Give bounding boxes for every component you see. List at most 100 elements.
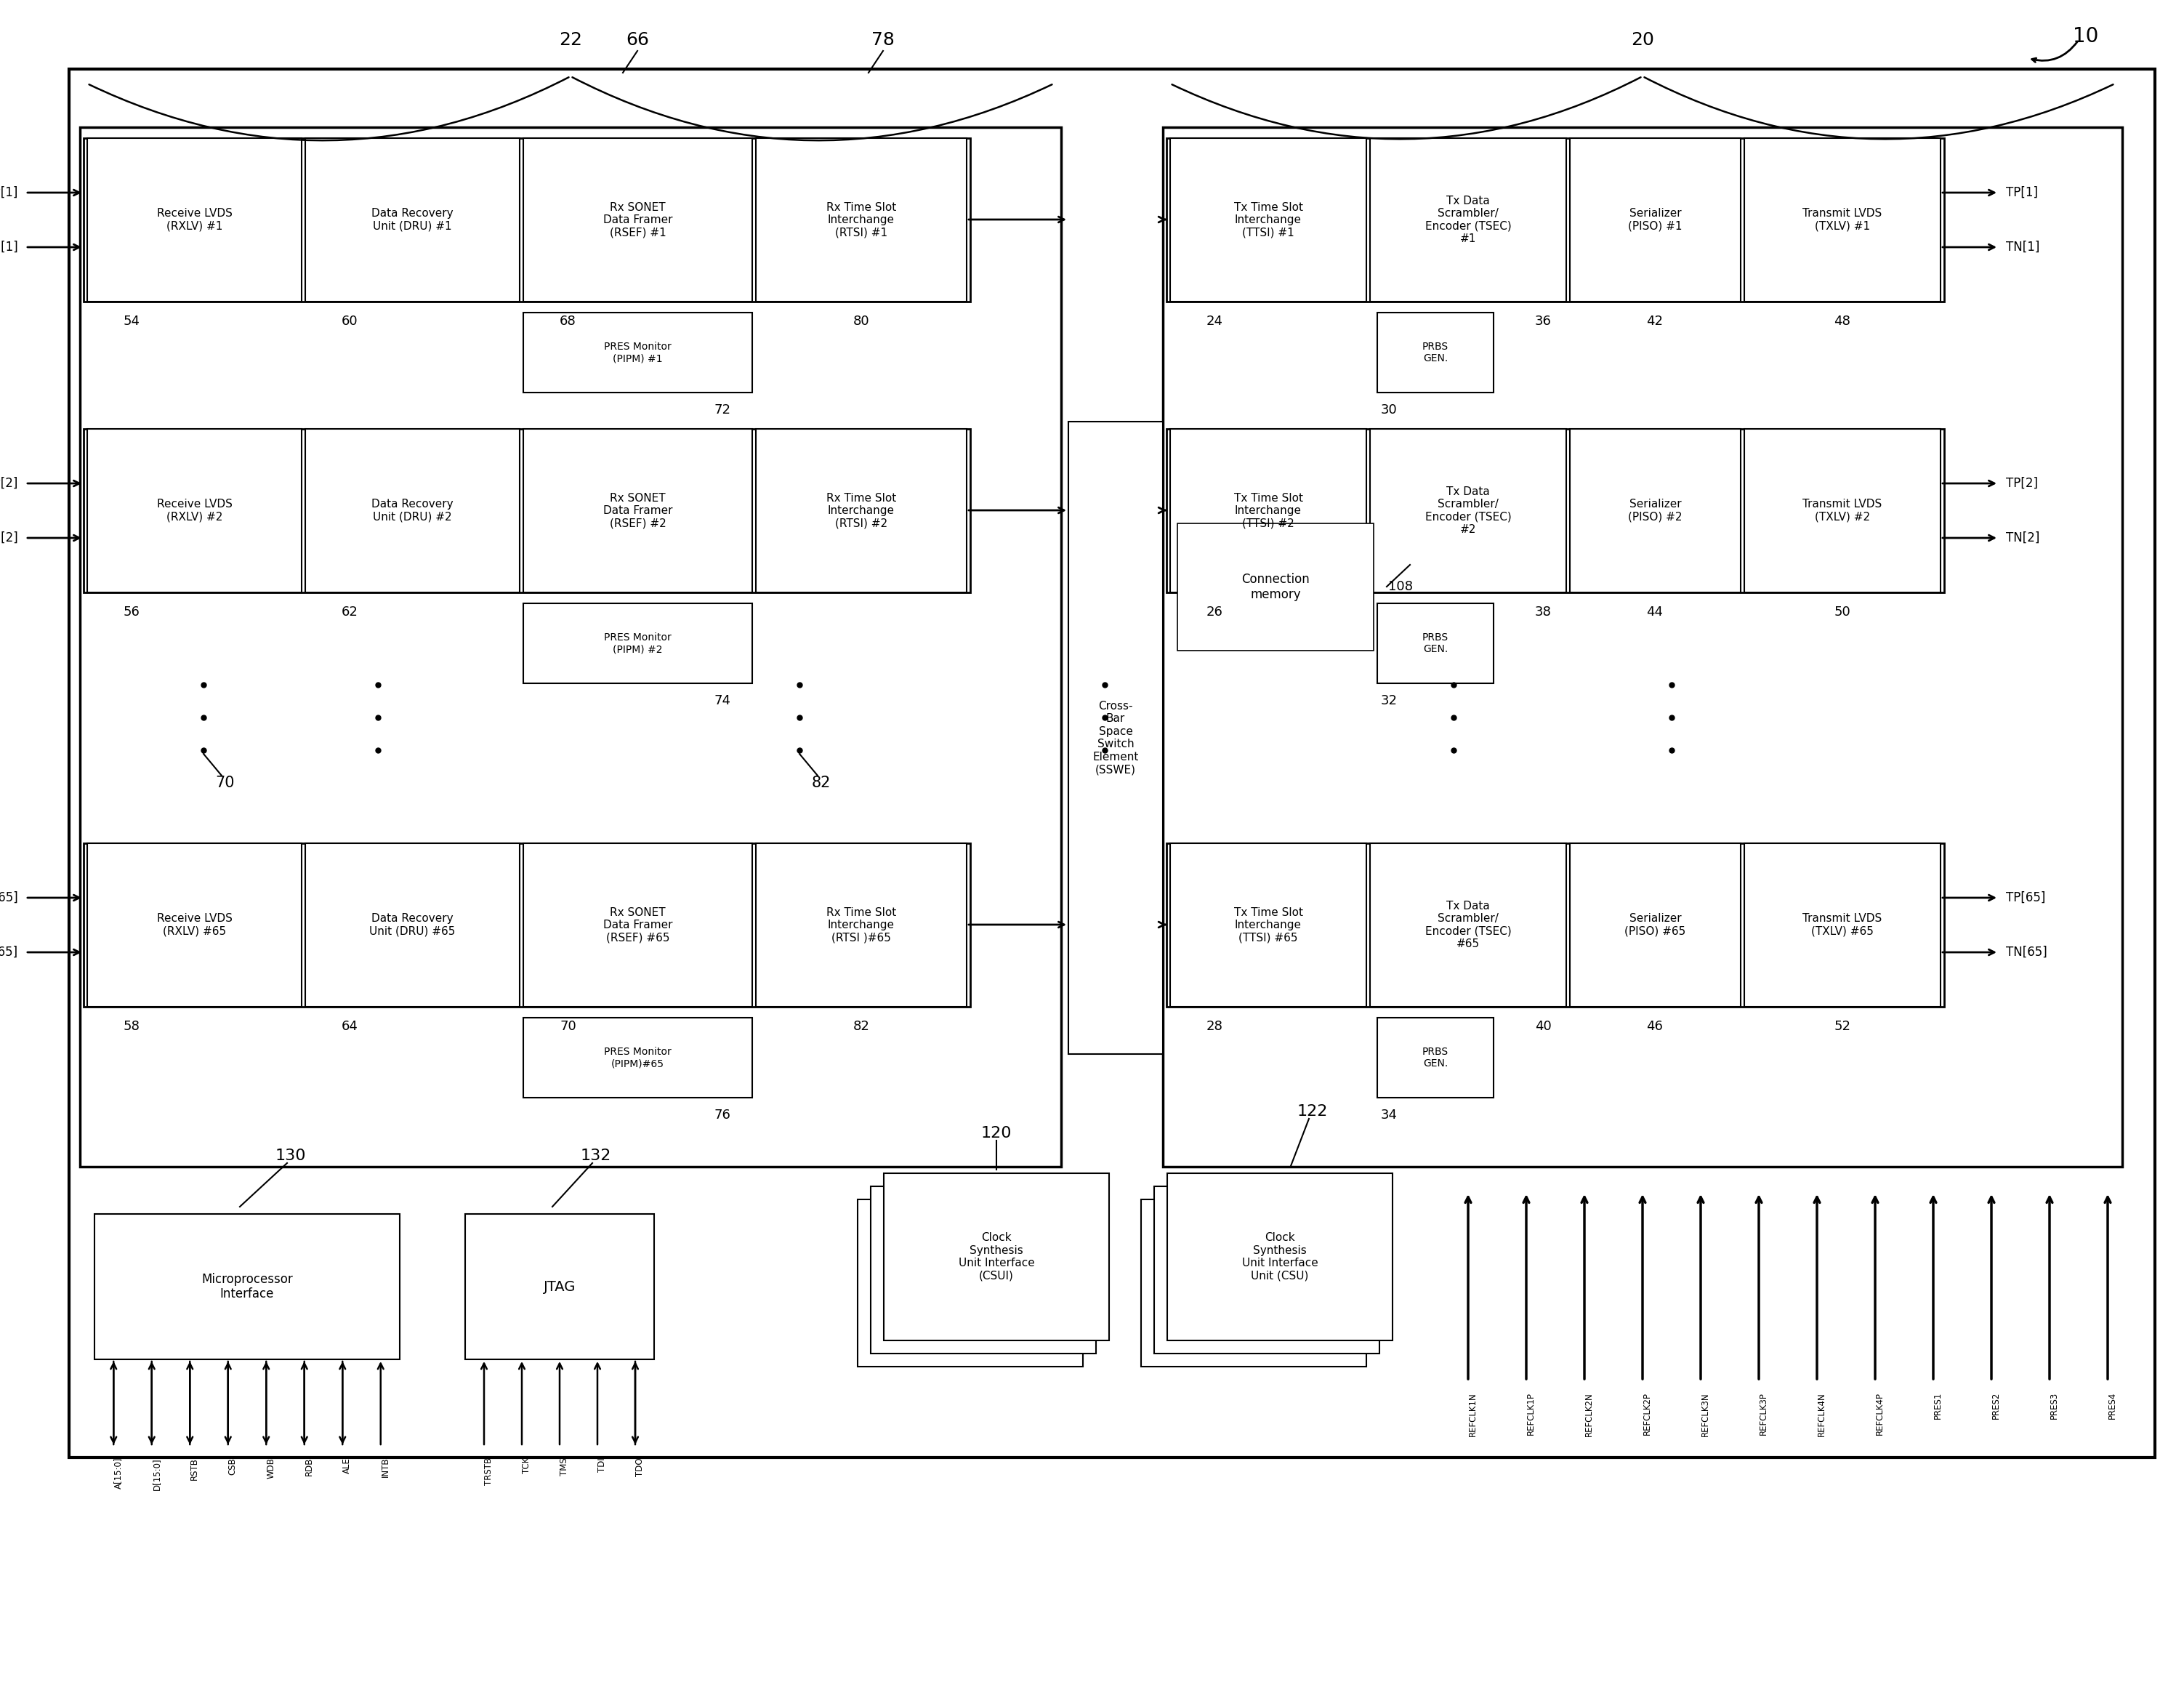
Text: 108: 108 <box>1389 580 1413 594</box>
FancyBboxPatch shape <box>756 844 968 1007</box>
Text: REFCLK1N: REFCLK1N <box>1468 1391 1479 1436</box>
Text: PRES1: PRES1 <box>1933 1391 1944 1419</box>
Text: REFCLK4P: REFCLK4P <box>1876 1391 1885 1436</box>
FancyBboxPatch shape <box>1166 1174 1393 1340</box>
Text: Serializer
(PISO) #65: Serializer (PISO) #65 <box>1625 913 1686 937</box>
Text: 24: 24 <box>1206 315 1223 328</box>
Text: REFCLK3P: REFCLK3P <box>1758 1391 1769 1436</box>
Text: TDO: TDO <box>636 1458 644 1476</box>
Text: TN[65]: TN[65] <box>2005 946 2046 959</box>
Text: 30: 30 <box>1380 403 1398 417</box>
Text: Cross-
Bar
Space
Switch
Element
(SSWE): Cross- Bar Space Switch Element (SSWE) <box>1092 701 1138 776</box>
FancyBboxPatch shape <box>1166 429 1944 592</box>
Text: TN[1]: TN[1] <box>2005 240 2040 253</box>
Text: 72: 72 <box>714 403 729 417</box>
Text: REFCLK2N: REFCLK2N <box>1583 1391 1594 1436</box>
Text: 50: 50 <box>1835 606 1850 619</box>
Text: Clock
Synthesis
Unit Interface
(CSUI): Clock Synthesis Unit Interface (CSUI) <box>959 1233 1035 1281</box>
FancyBboxPatch shape <box>1745 138 1942 301</box>
FancyBboxPatch shape <box>1162 128 2123 1167</box>
FancyBboxPatch shape <box>1068 422 1162 1055</box>
Text: Serializer
(PISO) #2: Serializer (PISO) #2 <box>1629 498 1682 522</box>
FancyBboxPatch shape <box>1153 1186 1380 1354</box>
Text: 80: 80 <box>854 315 869 328</box>
Text: TRSTB: TRSTB <box>485 1458 494 1485</box>
Text: RP[1]: RP[1] <box>0 185 17 199</box>
Text: RN[65]: RN[65] <box>0 946 17 959</box>
FancyBboxPatch shape <box>87 138 301 301</box>
FancyBboxPatch shape <box>1177 524 1374 650</box>
Text: 78: 78 <box>871 31 895 49</box>
Text: 26: 26 <box>1206 606 1223 619</box>
FancyBboxPatch shape <box>1745 429 1942 592</box>
FancyBboxPatch shape <box>1378 604 1494 684</box>
FancyBboxPatch shape <box>1140 1199 1367 1366</box>
Text: PRES2: PRES2 <box>1992 1391 2001 1419</box>
Text: WDB: WDB <box>266 1458 275 1478</box>
FancyBboxPatch shape <box>1369 844 1566 1007</box>
FancyBboxPatch shape <box>83 138 970 301</box>
Text: 34: 34 <box>1380 1109 1398 1121</box>
Text: Tx Data
Scrambler/
Encoder (TSEC)
#1: Tx Data Scrambler/ Encoder (TSEC) #1 <box>1424 196 1511 245</box>
FancyBboxPatch shape <box>1378 313 1494 393</box>
Text: PRES Monitor
(PIPM) #2: PRES Monitor (PIPM) #2 <box>605 633 670 655</box>
FancyBboxPatch shape <box>1745 844 1942 1007</box>
Text: INTB: INTB <box>380 1458 391 1478</box>
Text: 20: 20 <box>1631 31 1653 49</box>
Text: Data Recovery
Unit (DRU) #2: Data Recovery Unit (DRU) #2 <box>371 498 454 522</box>
Text: PRBS
GEN.: PRBS GEN. <box>1422 342 1448 364</box>
Text: Microprocessor
Interface: Microprocessor Interface <box>201 1272 293 1301</box>
Text: Rx SONET
Data Framer
(RSEF) #1: Rx SONET Data Framer (RSEF) #1 <box>603 202 673 238</box>
Text: RP[65]: RP[65] <box>0 891 17 905</box>
Text: Receive LVDS
(RXLV) #1: Receive LVDS (RXLV) #1 <box>157 208 232 231</box>
Text: 70: 70 <box>559 1021 577 1033</box>
Text: 122: 122 <box>1297 1104 1328 1119</box>
Text: Tx Time Slot
Interchange
(TTSI) #65: Tx Time Slot Interchange (TTSI) #65 <box>1234 907 1304 942</box>
Text: 70: 70 <box>216 776 236 791</box>
Text: TDI: TDI <box>598 1458 607 1471</box>
Text: PRES3: PRES3 <box>2049 1391 2060 1419</box>
Text: 68: 68 <box>559 315 577 328</box>
FancyBboxPatch shape <box>94 1215 400 1359</box>
Text: 82: 82 <box>812 776 830 791</box>
Text: 10: 10 <box>2073 26 2099 46</box>
Text: 38: 38 <box>1535 606 1551 619</box>
FancyBboxPatch shape <box>524 604 751 684</box>
FancyBboxPatch shape <box>81 128 1061 1167</box>
Text: 76: 76 <box>714 1109 729 1121</box>
FancyBboxPatch shape <box>1171 844 1367 1007</box>
FancyBboxPatch shape <box>858 1199 1083 1366</box>
Text: Rx Time Slot
Interchange
(RTSI) #1: Rx Time Slot Interchange (RTSI) #1 <box>826 202 895 238</box>
Text: 74: 74 <box>714 694 729 708</box>
Text: D[15:0]: D[15:0] <box>151 1458 162 1490</box>
FancyBboxPatch shape <box>1570 844 1741 1007</box>
Text: 42: 42 <box>1647 315 1664 328</box>
FancyBboxPatch shape <box>524 844 751 1007</box>
Text: TP[65]: TP[65] <box>2005 891 2046 905</box>
Text: 44: 44 <box>1647 606 1664 619</box>
FancyBboxPatch shape <box>756 429 968 592</box>
Text: REFCLK2P: REFCLK2P <box>1642 1391 1651 1436</box>
Text: 32: 32 <box>1380 694 1398 708</box>
Text: 22: 22 <box>559 31 583 49</box>
FancyBboxPatch shape <box>524 313 751 393</box>
Text: Rx SONET
Data Framer
(RSEF) #2: Rx SONET Data Framer (RSEF) #2 <box>603 493 673 529</box>
Text: 64: 64 <box>341 1021 358 1033</box>
Text: 56: 56 <box>124 606 140 619</box>
FancyBboxPatch shape <box>524 429 751 592</box>
Text: JTAG: JTAG <box>544 1279 577 1293</box>
Text: Data Recovery
Unit (DRU) #1: Data Recovery Unit (DRU) #1 <box>371 208 454 231</box>
Text: REFCLK1P: REFCLK1P <box>1527 1391 1535 1436</box>
Text: CSB: CSB <box>227 1458 238 1475</box>
FancyBboxPatch shape <box>524 138 751 301</box>
FancyBboxPatch shape <box>756 138 968 301</box>
Text: Tx Data
Scrambler/
Encoder (TSEC)
#65: Tx Data Scrambler/ Encoder (TSEC) #65 <box>1424 900 1511 949</box>
FancyBboxPatch shape <box>70 70 2156 1458</box>
FancyBboxPatch shape <box>1570 138 1741 301</box>
Text: 54: 54 <box>124 315 140 328</box>
Text: REFCLK4N: REFCLK4N <box>1817 1391 1826 1436</box>
FancyBboxPatch shape <box>1166 844 1944 1007</box>
Text: Clock
Synthesis
Unit Interface
Unit (CSU): Clock Synthesis Unit Interface Unit (CSU… <box>1243 1233 1317 1281</box>
Text: PRES Monitor
(PIPM) #1: PRES Monitor (PIPM) #1 <box>605 342 670 364</box>
Text: REFCLK3N: REFCLK3N <box>1701 1391 1710 1436</box>
